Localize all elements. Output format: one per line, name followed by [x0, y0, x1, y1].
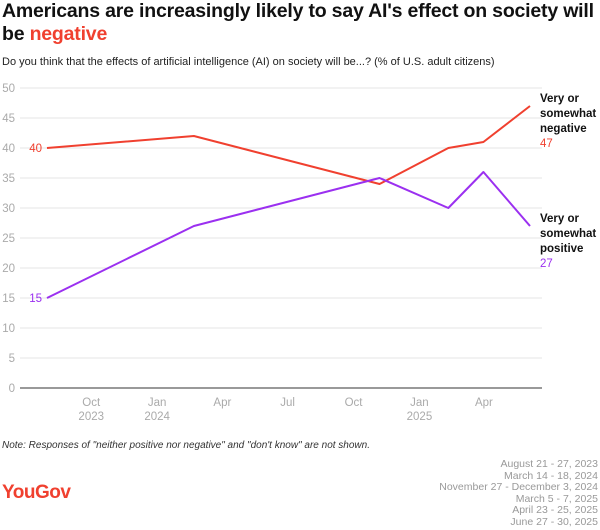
title-highlight: negative	[29, 23, 108, 45]
y-tick-label: 5	[9, 353, 15, 365]
y-tick-label: 45	[2, 113, 15, 125]
series-legend-label: somewhat	[540, 228, 596, 240]
series-legend-label: somewhat	[540, 108, 596, 120]
y-tick-label: 30	[2, 203, 15, 215]
x-tick-year: 2024	[144, 411, 170, 423]
survey-date: March 5 - 7, 2025	[515, 492, 598, 505]
y-tick-label: 50	[2, 83, 15, 95]
y-tick-label: 40	[2, 143, 15, 155]
series-end-label: 47	[540, 138, 553, 150]
survey-date: August 21 - 27, 2023	[500, 458, 599, 470]
x-tick-label: Apr	[475, 397, 493, 409]
series-legend-label: positive	[540, 243, 583, 255]
series-start-label: 40	[29, 143, 42, 155]
x-tick-label: Jan	[148, 397, 167, 409]
x-tick-year: 2025	[407, 411, 433, 423]
series-line	[46, 171, 531, 299]
survey-date: April 23 - 25, 2025	[512, 504, 598, 517]
series-line	[46, 105, 531, 185]
x-tick-year: 2023	[78, 411, 104, 423]
x-tick-label: Jul	[280, 397, 295, 409]
chart-title: Americans are increasingly likely to say…	[2, 0, 598, 46]
y-tick-label: 20	[2, 263, 15, 275]
chart-note: Note: Responses of "neither positive nor…	[2, 440, 370, 451]
series-legend-label: Very or	[540, 93, 580, 105]
yougov-logo: YouGov	[2, 482, 71, 503]
y-tick-label: 25	[2, 233, 15, 245]
series-legend-label: negative	[540, 123, 587, 135]
chart-subtitle: Do you think that the effects of artific…	[2, 56, 495, 68]
y-tick-label: 35	[2, 173, 15, 185]
y-tick-label: 15	[2, 293, 15, 305]
survey-date: June 27 - 30, 2025	[510, 515, 598, 528]
survey-dates: August 21 - 27, 2023 March 14 - 18, 2024…	[439, 458, 599, 529]
x-tick-label: Oct	[82, 397, 101, 409]
y-tick-label: 0	[9, 383, 15, 395]
x-tick-label: Oct	[345, 397, 364, 409]
title-text: Americans are increasingly likely to say…	[2, 0, 594, 45]
series-end-label: 27	[540, 258, 553, 270]
survey-date: March 14 - 18, 2024	[504, 469, 598, 482]
y-tick-label: 10	[2, 323, 15, 335]
series-start-label: 15	[29, 293, 42, 305]
x-tick-label: Apr	[213, 397, 231, 409]
series-legend-label: Very or	[540, 213, 580, 225]
survey-date: November 27 - December 3, 2024	[439, 481, 598, 494]
x-tick-label: Jan	[410, 397, 429, 409]
